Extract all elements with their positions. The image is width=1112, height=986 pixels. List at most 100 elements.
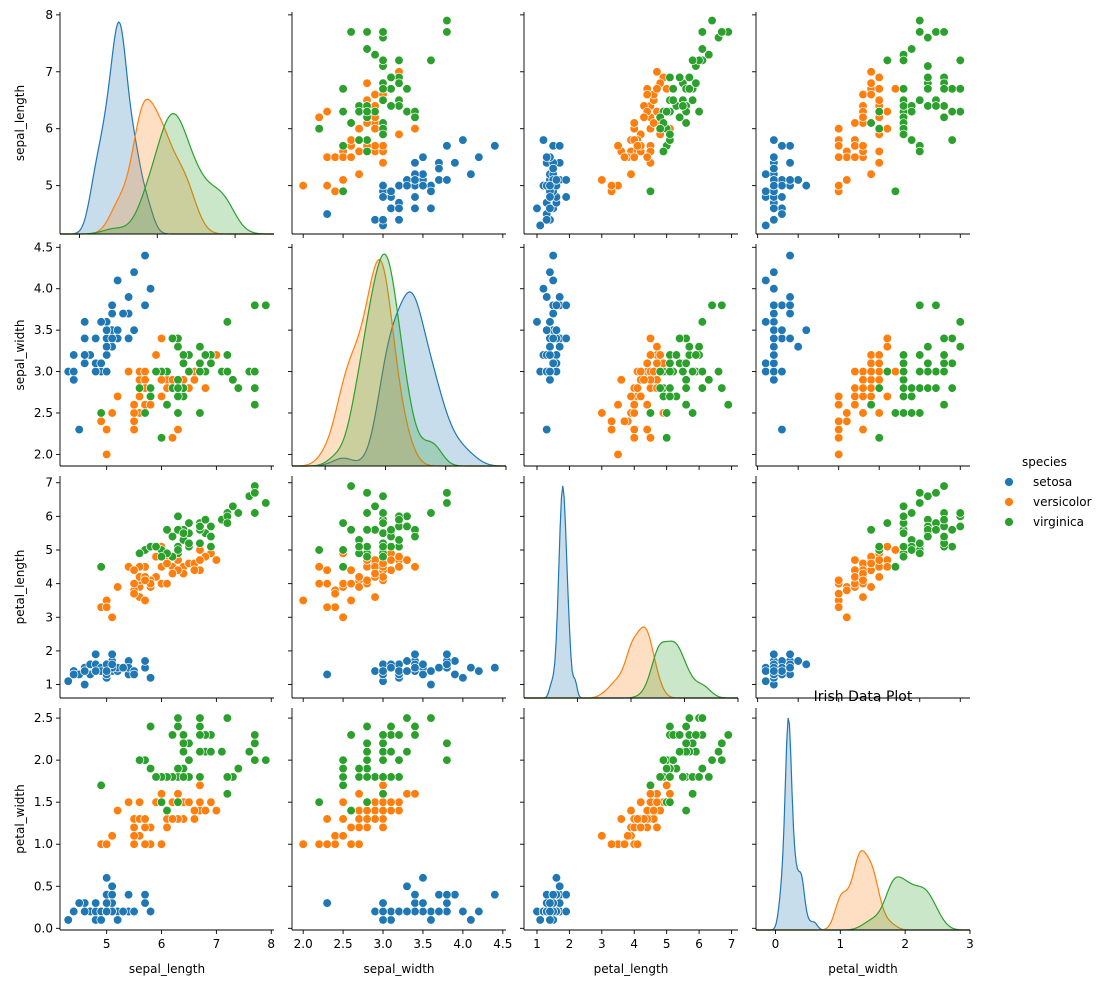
point-virginica-49 — [378, 541, 388, 552]
point-versicolor-23 — [850, 555, 860, 565]
kde-fill-virginica-sepal_length — [60, 113, 274, 234]
point-versicolor-18 — [167, 433, 178, 443]
point-virginica-29 — [687, 789, 698, 799]
point-virginica-39 — [923, 531, 933, 542]
xtick-label-petal_width-1: 1 — [836, 937, 844, 951]
point-versicolor-31 — [834, 152, 844, 162]
point-virginica-45 — [195, 538, 205, 548]
point-setosa-9 — [761, 358, 771, 368]
point-setosa-48 — [769, 308, 779, 319]
point-versicolor-18 — [314, 562, 324, 572]
kde-line-setosa-sepal_width — [292, 291, 507, 467]
point-versicolor-37 — [322, 106, 332, 117]
point-versicolor-36 — [195, 797, 205, 807]
point-versicolor-30 — [129, 831, 139, 841]
point-versicolor-47 — [167, 568, 178, 579]
point-virginica-32 — [362, 525, 372, 535]
panel-sepal_width-vs-petal_length — [520, 244, 738, 470]
point-versicolor-3 — [322, 578, 332, 589]
legend-title: species — [1022, 455, 1067, 469]
point-virginica-15 — [671, 350, 682, 360]
point-virginica-25 — [394, 55, 404, 66]
point-virginica-3 — [681, 375, 691, 385]
point-virginica-25 — [394, 772, 404, 782]
point-versicolor-6 — [652, 342, 662, 352]
point-versicolor-16 — [134, 797, 145, 807]
point-setosa-24 — [769, 649, 779, 659]
point-virginica-29 — [378, 518, 388, 528]
point-versicolor-10 — [101, 449, 112, 460]
point-versicolor-12 — [314, 839, 324, 849]
ytick-label-petal_width-2.0: 2.0 — [34, 753, 53, 767]
point-virginica-32 — [178, 738, 189, 748]
point-versicolor-17 — [354, 839, 364, 849]
point-versicolor-15 — [386, 565, 396, 575]
point-versicolor-30 — [842, 152, 852, 162]
point-setosa-13 — [535, 220, 545, 231]
panel-petal_length-vs-petal_width — [752, 476, 970, 702]
point-virginica-35 — [378, 27, 388, 37]
point-virginica-18 — [346, 27, 356, 37]
point-setosa-36 — [769, 152, 779, 162]
point-setosa-43 — [418, 873, 428, 883]
point-setosa-33 — [129, 267, 139, 277]
xtick-label-sepal_length-5: 5 — [103, 937, 111, 951]
point-virginica-29 — [222, 789, 233, 799]
point-virginica-49 — [898, 541, 909, 552]
point-virginica-44 — [684, 84, 695, 94]
point-versicolor-12 — [314, 578, 324, 589]
point-virginica-23 — [898, 391, 909, 402]
point-virginica-19 — [156, 797, 167, 807]
point-setosa-49 — [402, 666, 412, 676]
point-virginica-34 — [162, 525, 172, 535]
point-versicolor-47 — [370, 814, 380, 824]
point-setosa-47 — [394, 906, 404, 917]
point-setosa-46 — [551, 175, 562, 185]
point-versicolor-39 — [858, 408, 868, 418]
point-virginica-23 — [354, 106, 364, 117]
point-versicolor-34 — [123, 797, 134, 807]
point-virginica-47 — [378, 755, 388, 765]
point-virginica-5 — [713, 747, 724, 757]
point-setosa-35 — [394, 180, 404, 191]
point-versicolor-8 — [189, 375, 200, 385]
point-setosa-44 — [561, 300, 571, 310]
point-setosa-31 — [123, 333, 134, 344]
point-virginica-38 — [378, 552, 388, 562]
point-versicolor-27 — [378, 780, 388, 791]
point-virginica-26 — [362, 772, 372, 782]
kde-fill-versicolor-sepal_width — [292, 259, 506, 466]
xtick-label-sepal_length-7: 7 — [213, 937, 221, 951]
point-versicolor-33 — [156, 391, 167, 402]
point-versicolor-49 — [858, 141, 868, 151]
point-virginica-41 — [665, 358, 675, 368]
point-versicolor-1 — [394, 797, 404, 807]
point-versicolor-45 — [140, 822, 150, 833]
point-setosa-3 — [80, 358, 90, 368]
ytick-label-petal_width-1.5: 1.5 — [34, 795, 53, 809]
point-versicolor-1 — [645, 350, 656, 360]
point-versicolor-45 — [850, 366, 860, 377]
point-virginica-37 — [898, 101, 909, 111]
point-virginica-38 — [655, 772, 665, 782]
ytick-label-sepal_length-5: 5 — [45, 179, 53, 193]
point-setosa-24 — [561, 906, 571, 917]
point-versicolor-32 — [354, 822, 364, 833]
point-virginica-36 — [410, 721, 420, 732]
point-virginica-46 — [173, 545, 183, 555]
point-setosa-44 — [107, 649, 117, 659]
point-versicolor-9 — [112, 391, 123, 402]
point-virginica-48 — [674, 112, 685, 122]
point-virginica-49 — [378, 129, 388, 140]
point-virginica-35 — [697, 366, 707, 377]
point-setosa-41 — [542, 424, 552, 435]
point-versicolor-40 — [850, 152, 860, 162]
point-setosa-37 — [545, 317, 555, 327]
point-versicolor-36 — [652, 84, 662, 94]
point-setosa-33 — [474, 666, 484, 676]
point-setosa-47 — [394, 203, 404, 214]
point-virginica-45 — [195, 730, 205, 740]
point-virginica-33 — [362, 541, 372, 552]
point-versicolor-49 — [858, 383, 868, 393]
point-setosa-24 — [91, 333, 101, 344]
